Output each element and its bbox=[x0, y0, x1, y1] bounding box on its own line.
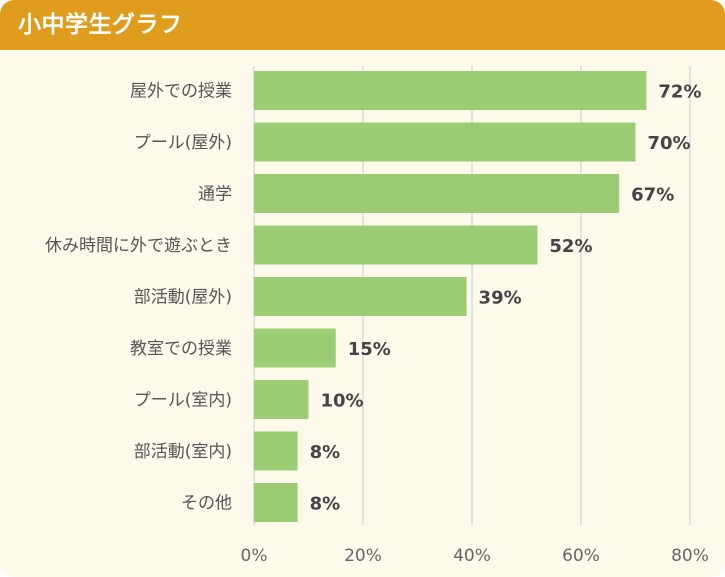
category-label: 屋外での授業 bbox=[130, 82, 232, 102]
chart-header: 小中学生グラフ bbox=[0, 0, 725, 50]
value-label: 15% bbox=[348, 339, 391, 360]
bar bbox=[254, 174, 620, 213]
value-label: 8% bbox=[310, 494, 341, 515]
chart-title: 小中学生グラフ bbox=[18, 12, 183, 38]
x-tick-label: 0% bbox=[241, 546, 268, 566]
value-label: 8% bbox=[310, 442, 341, 463]
value-label: 67% bbox=[631, 185, 674, 206]
x-tick-label: 80% bbox=[671, 546, 709, 566]
category-label: 教室での授業 bbox=[130, 339, 232, 359]
category-label: その他 bbox=[181, 494, 232, 514]
x-tick-label: 60% bbox=[562, 546, 600, 566]
value-label: 70% bbox=[648, 133, 691, 154]
category-label: プール(屋外) bbox=[134, 133, 232, 153]
bar bbox=[254, 328, 336, 368]
category-label: 部活動(屋外) bbox=[134, 288, 232, 308]
x-tick-label: 40% bbox=[453, 546, 491, 566]
bar bbox=[254, 380, 309, 419]
category-label: 部活動(室内) bbox=[134, 442, 232, 462]
value-label: 10% bbox=[321, 391, 364, 412]
bar bbox=[254, 431, 298, 471]
bar bbox=[254, 71, 647, 110]
bar bbox=[254, 225, 538, 265]
value-label: 39% bbox=[479, 288, 522, 309]
category-label: 休み時間に外で遊ぶとき bbox=[45, 236, 232, 256]
category-label: 通学 bbox=[198, 185, 232, 205]
value-label: 72% bbox=[658, 82, 701, 103]
x-tick-label: 20% bbox=[344, 546, 382, 566]
bar bbox=[254, 277, 467, 316]
category-label: プール(室内) bbox=[134, 391, 232, 411]
value-label: 52% bbox=[549, 236, 592, 257]
bar bbox=[254, 483, 298, 522]
bar bbox=[254, 122, 636, 162]
